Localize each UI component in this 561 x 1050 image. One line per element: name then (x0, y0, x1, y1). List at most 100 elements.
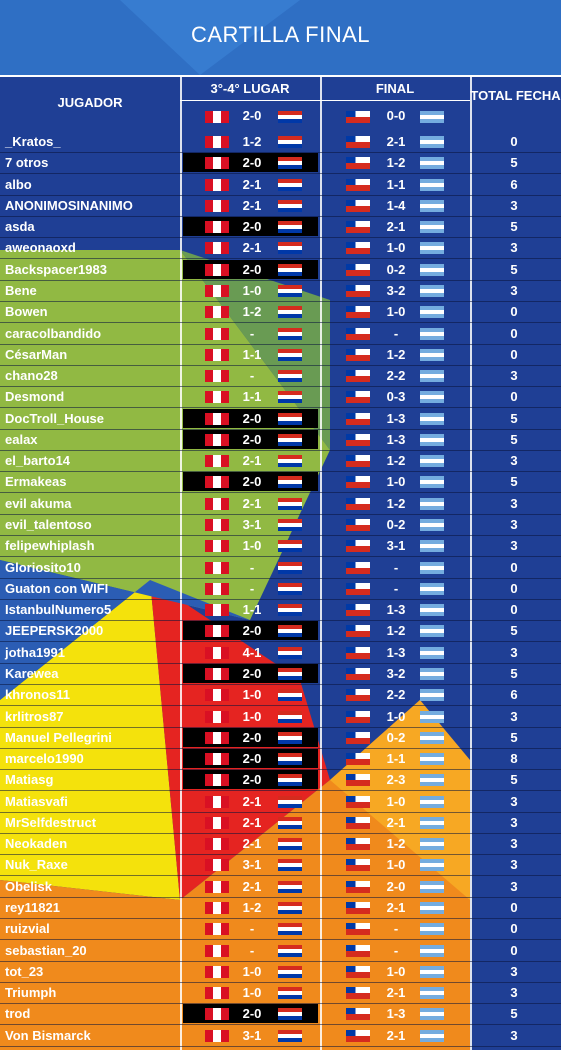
player-name: Manuel Pellegrini (5, 729, 112, 745)
flag-chile (346, 540, 370, 553)
flag-argentina (420, 923, 444, 936)
flag-paraguay (278, 111, 302, 123)
third-place-pick: 2-1 (242, 240, 262, 256)
flag-chile (346, 816, 370, 829)
total-points: 3 (510, 793, 518, 809)
final-pick: 2-2 (386, 687, 406, 703)
final-pick: 1-0 (386, 304, 406, 320)
final-pick: 0-2 (386, 729, 406, 745)
third-place-pick: - (249, 921, 255, 937)
third-place-pick: 1-2 (242, 134, 262, 149)
flag-argentina (420, 795, 444, 808)
player-name: krlitros87 (5, 708, 64, 724)
flag-chile (346, 497, 370, 510)
total-points: 3 (510, 517, 518, 533)
final-result: 0-0 (386, 108, 406, 123)
player-name: Von Bismarck (5, 1027, 91, 1043)
total-points: 6 (510, 176, 518, 192)
player-header: JUGADOR (57, 95, 123, 110)
flag-chile (346, 965, 370, 978)
third-place-pick: 2-1 (242, 836, 262, 852)
flag-paraguay (278, 625, 302, 638)
flag-argentina (420, 731, 444, 744)
flag-argentina (420, 838, 444, 851)
flag-peru (205, 689, 229, 702)
player-name: DocTroll_House (5, 410, 104, 426)
flag-chile (346, 433, 370, 446)
flag-paraguay (278, 582, 302, 595)
flag-argentina (420, 284, 444, 297)
player-row: Manuel Pellegrini 2-0 0-2 5 (0, 727, 561, 749)
player-name: trod (5, 1006, 31, 1022)
flag-paraguay (278, 1029, 302, 1042)
player-row: ealax 2-0 1-3 5 (0, 429, 561, 451)
player-name: MrSelfdestruct (5, 814, 97, 830)
player-name: rey11821 (5, 900, 60, 916)
final-pick: 1-3 (386, 1006, 406, 1022)
flag-chile (346, 327, 370, 340)
flag-argentina (420, 1029, 444, 1042)
third-place-pick: 3-1 (242, 857, 262, 873)
flag-chile (346, 774, 370, 787)
flag-chile (346, 646, 370, 659)
final-pick: 1-2 (386, 623, 406, 639)
flag-paraguay (278, 944, 302, 957)
flag-peru (205, 1029, 229, 1042)
final-pick: 1-3 (386, 644, 406, 660)
final-pick: 1-0 (386, 963, 406, 979)
player-row: Neokaden 2-1 1-2 3 (0, 833, 561, 856)
player-name: Neokaden (5, 836, 68, 852)
player-row: _Kratos_ 1-2 2-1 0 (0, 131, 561, 153)
player-name: Ermakeas (5, 474, 67, 490)
flag-paraguay (278, 604, 302, 617)
player-name: ruizvial (5, 921, 50, 937)
player-row: MrSelfdestruct 2-1 2-1 3 (0, 812, 561, 834)
total-points: 5 (510, 474, 518, 490)
flag-peru (205, 476, 229, 489)
flag-argentina (420, 370, 444, 383)
final-pick: 2-2 (386, 368, 406, 384)
divider (320, 75, 322, 1050)
third-place-pick: 2-0 (242, 665, 262, 681)
final-header: FINAL (375, 81, 415, 96)
flag-argentina (420, 497, 444, 510)
player-name: evil akuma (5, 495, 72, 511)
total-points: 0 (510, 134, 518, 149)
player-row: tot_23 1-0 1-0 3 (0, 961, 561, 983)
player-row: asda 2-0 2-1 5 (0, 216, 561, 239)
flag-paraguay (278, 221, 302, 234)
total-points: 5 (510, 729, 518, 745)
final-pick: 1-0 (386, 793, 406, 809)
third-place-pick: 1-0 (242, 708, 262, 724)
flag-peru (205, 263, 229, 276)
player-row: krlitros87 1-0 1-0 3 (0, 706, 561, 728)
player-row: el_barto14 2-1 1-2 3 (0, 450, 561, 473)
final-pick: - (393, 921, 399, 937)
player-name: khronos11 (5, 687, 71, 703)
flag-chile (346, 1008, 370, 1021)
total-points: 3 (510, 857, 518, 873)
flag-peru (205, 157, 229, 170)
player-name: Karewea (5, 665, 59, 681)
player-row: JEEPERSK2000 2-0 1-2 5 (0, 620, 561, 643)
flag-argentina (420, 582, 444, 595)
total-points: 0 (510, 559, 518, 575)
flag-peru (205, 859, 229, 872)
player-name: IstanbulNumero5 (5, 602, 112, 618)
flag-paraguay (278, 965, 302, 978)
flag-peru (205, 561, 229, 574)
divider (180, 100, 470, 101)
total-points: 5 (510, 431, 518, 447)
total-points: 0 (510, 900, 518, 916)
player-row: Gloriosito10 - - 0 (0, 557, 561, 579)
flag-chile (346, 391, 370, 404)
player-name: evil_talentoso (5, 517, 92, 533)
flag-paraguay (278, 646, 302, 659)
flag-peru (205, 582, 229, 595)
flag-chile (346, 667, 370, 680)
third-place-pick: 2-1 (242, 176, 262, 192)
third-place-pick: 2-0 (242, 219, 262, 235)
third-place-pick: 1-1 (242, 602, 262, 618)
player-name: ANONIMOSINANIMO (5, 197, 133, 213)
total-points: 3 (510, 644, 518, 660)
